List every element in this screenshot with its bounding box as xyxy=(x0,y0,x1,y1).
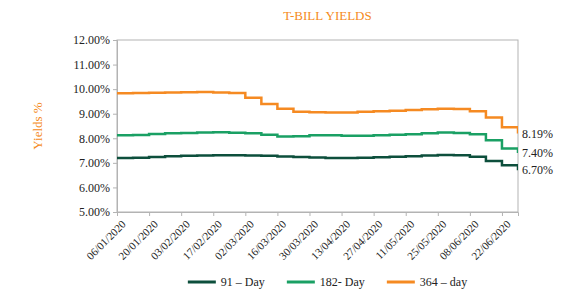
y-tick: 9.00% xyxy=(79,107,117,121)
legend-label: 364 – day xyxy=(420,275,467,289)
y-tick: 12.00% xyxy=(73,33,117,47)
annotation: 8.19% xyxy=(522,127,553,141)
annotation: 7.40% xyxy=(522,146,553,160)
x-tick-mark xyxy=(149,212,150,216)
legend: 91 – Day 182- Day 364 – day xyxy=(188,275,467,289)
legend-item: 182- Day xyxy=(287,275,365,289)
y-tick-label: 12.00% xyxy=(73,33,110,47)
y-tick: 6.00% xyxy=(79,181,117,195)
y-tick-mark xyxy=(113,89,117,90)
y-tick: 8.00% xyxy=(79,132,117,146)
y-tick-label: 5.00% xyxy=(79,205,110,219)
legend-swatch xyxy=(387,281,415,284)
series-line xyxy=(117,132,518,153)
y-tick-mark xyxy=(113,40,117,41)
x-tick-label: 22/06/2020 xyxy=(469,218,513,262)
y-tick-mark xyxy=(113,138,117,139)
x-tick-mark xyxy=(117,212,118,216)
x-tick: 22/06/2020 xyxy=(469,212,513,262)
x-tick-mark xyxy=(213,212,214,216)
y-axis: 5.00% 6.00% 7.00% 8.00% 9.00% 10.00% 11.00% 12.… xyxy=(73,33,118,219)
y-tick-label: 8.00% xyxy=(79,132,110,146)
y-axis-line xyxy=(113,41,118,213)
y-tick: 11.00% xyxy=(73,58,117,72)
x-tick-mark xyxy=(470,212,471,216)
y-tick: 10.00% xyxy=(73,82,117,96)
y-tick-mark xyxy=(113,163,117,164)
x-tick-mark xyxy=(277,212,278,216)
y-tick: 5.00% xyxy=(79,205,117,219)
y-tick-mark xyxy=(113,212,117,213)
y-tick-label: 7.00% xyxy=(79,156,110,170)
x-tick-mark xyxy=(374,212,375,216)
y-tick-label: 9.00% xyxy=(79,107,110,121)
x-axis-line xyxy=(118,213,519,217)
x-tick-mark xyxy=(342,212,343,216)
legend-swatch xyxy=(287,281,315,284)
y-tick-label: 6.00% xyxy=(79,181,110,195)
x-tick-mark xyxy=(309,212,310,216)
legend-item: 364 – day xyxy=(387,275,467,289)
legend-label: 182- Day xyxy=(320,275,365,289)
y-tick-label: 11.00% xyxy=(73,58,110,72)
x-tick-mark xyxy=(406,212,407,216)
series-line xyxy=(117,92,518,134)
x-tick-mark xyxy=(502,212,503,216)
plot-frame xyxy=(117,40,518,212)
x-tick-mark xyxy=(181,212,182,216)
y-tick: 7.00% xyxy=(79,156,117,170)
x-tick-mark xyxy=(245,212,246,216)
y-tick-mark xyxy=(113,65,117,66)
series-lines xyxy=(117,92,518,170)
y-tick-label: 10.00% xyxy=(73,82,110,96)
y-tick-mark xyxy=(113,187,117,188)
chart: T-BILL YIELDS Yields % 5.00% 6.00% 7.00% 8.00… xyxy=(0,0,573,295)
x-axis: 06/01/202020/01/202003/02/202017/02/2020… xyxy=(84,212,519,262)
x-tick-mark xyxy=(438,212,439,216)
annotations: 8.19% 7.40% 6.70% xyxy=(522,127,553,178)
y-axis-title: Yields % xyxy=(30,102,45,149)
series-line xyxy=(117,155,518,170)
legend-label: 91 – Day xyxy=(221,275,265,289)
legend-item: 91 – Day xyxy=(188,275,265,289)
legend-swatch xyxy=(188,281,216,284)
title: T-BILL YIELDS xyxy=(283,8,371,23)
y-tick-mark xyxy=(113,114,117,115)
annotation: 6.70% xyxy=(522,163,553,177)
